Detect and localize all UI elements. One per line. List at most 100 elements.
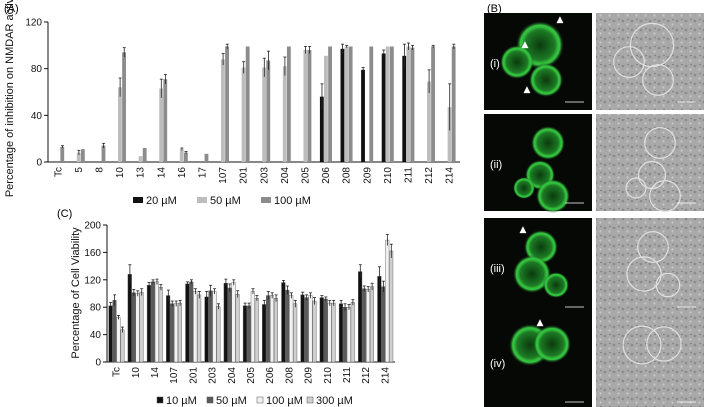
brightfield-cell	[626, 256, 662, 292]
brightfield-cell	[642, 64, 674, 96]
fluorescent-cell	[531, 126, 565, 160]
x-tick-label: 13	[136, 167, 147, 179]
fluorescent-cell	[536, 179, 570, 213]
x-tick-label: 214	[445, 167, 456, 184]
legend-label: 300 µM	[316, 395, 353, 407]
x-tick-label: 205	[301, 167, 312, 184]
chart-c-legend: 10 µM 50 µM 100 µM 300 µM	[156, 395, 353, 407]
bar	[204, 153, 209, 162]
bar	[231, 282, 236, 363]
bar	[221, 59, 225, 163]
bar	[328, 46, 332, 162]
chart-a-legend: 20 µM 50 µM 100 µM	[133, 195, 311, 207]
x-tick-label: 209	[362, 167, 373, 184]
y-tick-label: 80	[31, 64, 43, 75]
bar	[262, 304, 267, 363]
bar	[170, 303, 175, 363]
bar	[338, 303, 343, 363]
x-tick-label: 212	[424, 167, 435, 184]
bar	[304, 297, 309, 363]
y-tick-label: 0	[95, 358, 101, 369]
bar	[108, 305, 113, 363]
x-tick-label: 211	[342, 367, 353, 383]
row-label: (i)	[490, 58, 500, 70]
brightfield-cell	[613, 46, 645, 78]
x-tick-label: 210	[323, 367, 334, 384]
bar	[362, 288, 367, 363]
bar	[166, 295, 171, 363]
bar	[340, 48, 345, 163]
bar	[76, 152, 81, 162]
x-tick-label: 211	[404, 167, 415, 183]
legend-swatch	[256, 396, 264, 404]
x-tick-label: 14	[156, 167, 167, 179]
bar	[159, 88, 164, 162]
bar	[225, 46, 229, 162]
arrowhead-icon: ▲	[557, 15, 564, 25]
x-tick-label: 210	[383, 167, 394, 184]
bar	[348, 46, 353, 162]
y-tick-label: 40	[90, 330, 102, 341]
x-tick-label: 204	[280, 167, 291, 184]
cell-membrane	[502, 47, 532, 77]
bar	[142, 148, 147, 162]
bar	[245, 46, 250, 162]
bar	[138, 156, 143, 162]
legend-label: 50 µM	[216, 395, 247, 407]
x-tick-label: 203	[208, 367, 219, 384]
bar	[281, 282, 286, 363]
bar	[406, 46, 411, 162]
bar	[163, 79, 168, 162]
fluorescent-cell	[500, 45, 534, 79]
x-tick-label: 16	[177, 167, 188, 179]
bar	[293, 303, 298, 363]
x-tick-label: 206	[321, 167, 332, 184]
bar	[60, 146, 65, 162]
bar	[80, 149, 85, 162]
bar	[324, 55, 328, 163]
x-tick-label: 212	[361, 367, 372, 384]
brightfield-image	[596, 313, 704, 407]
chart-a-y-title: Percentage of inhibition on NMDAR activi…	[4, 0, 16, 197]
x-tick-label: 209	[304, 367, 315, 384]
cell-membrane	[520, 25, 560, 65]
bar	[246, 305, 251, 363]
bar	[235, 293, 240, 363]
bar	[139, 291, 144, 363]
cell-membrane	[516, 258, 548, 290]
bar	[254, 298, 259, 363]
fluorescent-cell	[543, 272, 569, 298]
legend-swatch	[206, 396, 214, 404]
bar	[112, 300, 117, 363]
arrowhead-icon: ▲	[537, 318, 544, 328]
cell-membrane	[531, 65, 561, 95]
y-tick-label: 40	[31, 111, 43, 122]
bar	[327, 302, 332, 363]
bar	[266, 60, 271, 162]
y-tick-label: 120	[84, 275, 101, 286]
x-tick-label: 107	[218, 167, 229, 184]
legend-swatch	[133, 197, 143, 203]
bar	[319, 297, 324, 363]
bar	[177, 302, 182, 363]
bar	[289, 295, 294, 363]
brightfield-cell	[649, 180, 681, 212]
arrowhead-icon: ▲	[524, 85, 531, 95]
x-tick-label: 203	[259, 167, 270, 184]
bar	[350, 302, 355, 363]
bar	[116, 317, 121, 363]
panel-label-a: (A)	[4, 3, 19, 15]
chart-a-marks: 0 40 80 120 Tc 5 8 10 13 14 16 17 107 201 203 204 205 206…	[25, 18, 455, 184]
bar	[150, 281, 155, 363]
bar	[389, 46, 394, 162]
bar	[282, 66, 287, 162]
bar	[135, 293, 140, 363]
x-tick-label: 204	[227, 367, 238, 384]
bar	[242, 305, 247, 363]
bar	[385, 239, 390, 363]
bar	[389, 250, 394, 363]
brightfield-image	[596, 218, 704, 315]
row-label: (iii)	[490, 263, 505, 275]
x-tick-label: 10	[131, 367, 142, 379]
